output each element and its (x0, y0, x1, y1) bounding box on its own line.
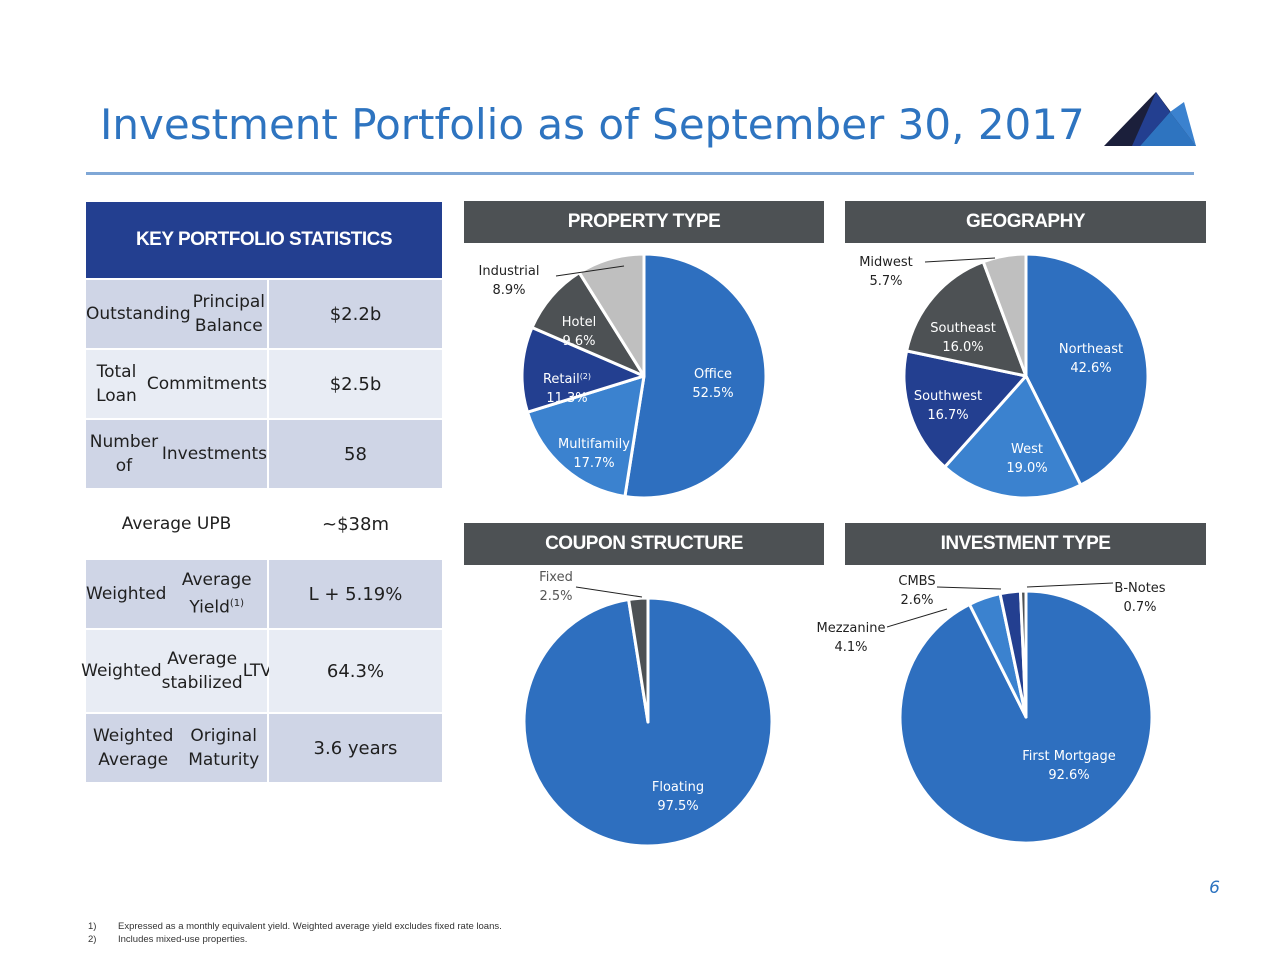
stats-label-line: Average Yield(1) (181, 570, 252, 618)
stats-value: 3.6 years (269, 714, 442, 782)
slice-label: Midwest (859, 255, 913, 270)
page-number: 6 (1209, 878, 1220, 898)
stats-label-line: Outstanding (86, 304, 191, 324)
stats-label: Average UPB (86, 490, 267, 558)
slice-label: Southwest (914, 389, 982, 404)
stats-value: ~$38m (269, 490, 442, 558)
slice-label: Floating (652, 780, 704, 795)
stats-label: Number of Investments (86, 420, 267, 488)
geography-pie-chart: Northeast 42.6% West 19.0% Southwest 16.7% Sou… (859, 252, 1150, 500)
stats-row: Weighted Average Yield(1) L + 5.19% (86, 560, 442, 628)
slice-value-label: 9.6% (562, 334, 595, 349)
slice-value-label: 16.7% (927, 408, 968, 423)
stats-label-line: Total Loan (96, 362, 137, 406)
slice-value-label: 92.6% (1048, 768, 1089, 783)
slice-value-label: 16.0% (942, 340, 983, 355)
stats-label-line: Original Maturity (188, 726, 260, 770)
pie-slice-retail (520, 326, 646, 414)
page-title: Investment Portfolio as of September 30,… (100, 100, 1085, 149)
slice-value-label: 11.3% (546, 391, 587, 406)
stats-row: Number of Investments 58 (86, 420, 442, 488)
pie-slice-b-notes (1018, 589, 1028, 719)
stats-value: $2.5b (269, 350, 442, 418)
stats-table-header: KEY PORTFOLIO STATISTICS (86, 202, 442, 278)
investment-type-pie-chart: First Mortgage 92.6% Mezzanine 4.1% CMBS 2.6%… (817, 574, 1166, 845)
coupon-structure-pie-chart: Floating 97.5% Fixed 2.5% (522, 570, 774, 848)
pie-slice-fixed (627, 596, 650, 724)
slice-label: West (1011, 442, 1043, 457)
stats-label-line: Weighted (81, 661, 162, 681)
slice-value-label: 0.7% (1123, 600, 1156, 615)
stats-label: Weighted Average Yield(1) (86, 560, 267, 628)
slice-value-label: 2.6% (900, 593, 933, 608)
pie-slice-northeast (1024, 252, 1150, 487)
slice-value-label: 5.7% (869, 274, 902, 289)
pie-slice-midwest (981, 252, 1028, 378)
leader-line (936, 586, 1002, 590)
stats-label-line: Weighted (86, 584, 167, 604)
leader-line (886, 608, 948, 628)
slice-label: Hotel (562, 315, 596, 330)
leader-line (1026, 582, 1114, 588)
pie-slice-southeast (905, 260, 1028, 378)
stats-row: Average UPB ~$38m (86, 490, 442, 558)
stats-label-line: Weighted Average (92, 726, 174, 770)
slice-label: Office (694, 367, 732, 382)
stats-label-line: LTV (242, 661, 272, 681)
pie-slice-multifamily (526, 374, 646, 498)
slice-value-label: 2.5% (539, 589, 572, 604)
geography-header: GEOGRAPHY (845, 201, 1206, 243)
stats-label: Weighted Average Original Maturity (86, 714, 267, 782)
pie-slice-southwest (902, 349, 1028, 469)
slice-value-label: 42.6% (1070, 361, 1111, 376)
slice-label: Mezzanine (817, 621, 886, 636)
stats-value: L + 5.19% (269, 560, 442, 628)
coupon-structure-header: COUPON STRUCTURE (464, 523, 824, 565)
slice-label: Northeast (1059, 342, 1123, 357)
stats-row: Weighted Average Original Maturity 3.6 yea… (86, 714, 442, 782)
stats-row: Weighted Average stabilized LTV 64.3% (81, 630, 442, 712)
slice-value-label: 19.0% (1006, 461, 1047, 476)
slice-label: Southeast (930, 321, 996, 336)
pie-slice-office (623, 252, 768, 500)
leader-line (555, 265, 625, 277)
stats-value: $2.2b (269, 280, 442, 348)
leader-line (924, 257, 996, 263)
stats-row: Total Loan Commitments $2.5b (86, 350, 442, 418)
title-divider (86, 172, 1194, 175)
stats-value: 64.3% (269, 630, 442, 712)
stats-label: Outstanding Principal Balance (86, 280, 267, 348)
pie-slice-west (943, 374, 1083, 500)
stats-value: 58 (269, 420, 442, 488)
slice-value-label: 8.9% (492, 283, 525, 298)
investment-type-header: INVESTMENT TYPE (845, 523, 1206, 565)
stats-row: Outstanding Principal Balance $2.2b (86, 280, 442, 348)
property-type-header: PROPERTY TYPE (464, 201, 824, 243)
stats-label-line: Average UPB (121, 514, 232, 534)
stats-label-line: Commitments (146, 374, 267, 394)
key-portfolio-statistics-table: KEY PORTFOLIO STATISTICS Outstanding Prin… (81, 202, 442, 782)
slice-label: First Mortgage (1022, 749, 1116, 764)
property-type-pie-chart: Office 52.5% Multifamily 17.7% Retail(2) 11.3… (479, 252, 768, 500)
stats-label-line: Principal Balance (192, 292, 266, 336)
slice-label: Industrial (479, 264, 540, 279)
slice-label: B-Notes (1114, 581, 1165, 596)
slice-label: Multifamily (558, 437, 630, 452)
slice-value-label: 97.5% (657, 799, 698, 814)
company-logo-icon (1104, 92, 1196, 146)
slice-value-label: 52.5% (692, 386, 733, 401)
leader-line (575, 586, 643, 598)
stats-label: Weighted Average stabilized LTV (81, 630, 272, 712)
footnote-2: 2) Includes mixed-use properties. (88, 934, 248, 945)
stats-label-line: Number of (89, 432, 159, 476)
slice-value-label: 4.1% (834, 640, 867, 655)
stats-label: Total Loan Commitments (86, 350, 267, 418)
slice-label: Fixed (539, 570, 573, 585)
stats-label-line: Average stabilized (161, 649, 243, 693)
slice-label: Retail(2) (543, 372, 591, 388)
slice-label: CMBS (898, 574, 935, 589)
stats-label-line: Investments (161, 444, 267, 464)
footnote-1: 1) Expressed as a monthly equivalent yiel… (88, 921, 502, 932)
slice-value-label: 17.7% (573, 456, 614, 471)
